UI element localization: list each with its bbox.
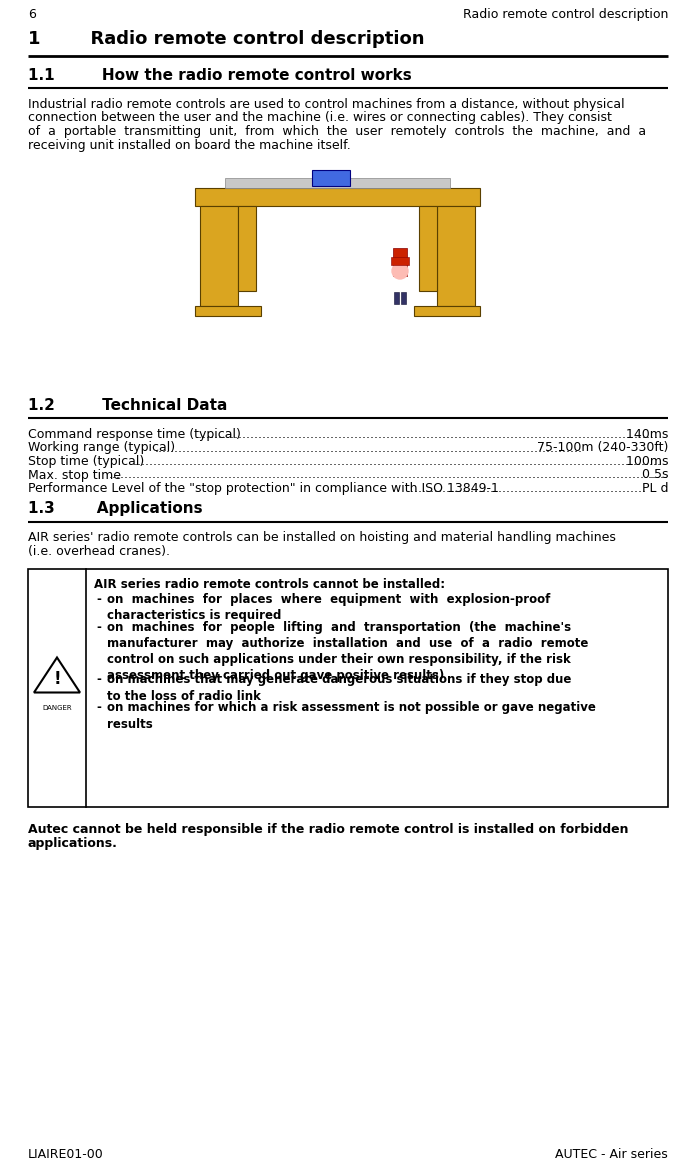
Text: on machines that may generate dangerous situations if they stop due
to the loss : on machines that may generate dangerous … [107,673,571,702]
Text: on  machines  for  people  lifting  and  transportation  (the  machine's
manufac: on machines for people lifting and trans… [107,621,588,682]
Text: on  machines  for  places  where  equipment  with  explosion-proof
characteristi: on machines for places where equipment w… [107,592,551,621]
Text: !: ! [53,671,61,688]
Text: (i.e. overhead cranes).: (i.e. overhead cranes). [28,545,170,558]
Bar [393,248,407,276]
Text: Stop time (typical): Stop time (typical) [28,455,152,468]
Bar [312,170,350,186]
Text: of  a  portable  transmitting  unit,  from  which  the  user  remotely  controls: of a portable transmitting unit, from wh… [28,124,646,138]
Text: 1        Radio remote control description: 1 Radio remote control description [28,30,425,48]
Text: -: - [96,673,101,686]
Text: ................................................................................: ........................................… [134,455,662,468]
Text: LIAIRE01-00: LIAIRE01-00 [28,1148,104,1161]
Text: Command response time (typical): Command response time (typical) [28,428,249,441]
Text: Autec cannot be held responsible if the radio remote control is installed on for: Autec cannot be held responsible if the … [28,822,628,835]
Bar [437,206,475,306]
Bar [28,569,668,806]
Text: 1.2         Technical Data: 1.2 Technical Data [28,398,228,413]
Bar [401,292,406,304]
Text: Radio remote control description: Radio remote control description [463,8,668,21]
Text: DANGER: DANGER [42,705,72,711]
Text: AUTEC - Air series: AUTEC - Air series [555,1148,668,1161]
Text: -: - [96,592,101,606]
Bar [391,257,409,265]
Bar [195,188,480,206]
Text: AIR series' radio remote controls can be installed on hoisting and material hand: AIR series' radio remote controls can be… [28,531,616,544]
Text: receiving unit installed on board the machine itself.: receiving unit installed on board the ma… [28,138,351,151]
Bar [394,292,399,304]
Text: -: - [96,701,101,714]
Text: 1.1         How the radio remote control works: 1.1 How the radio remote control works [28,67,412,83]
Circle shape [392,263,408,279]
Text: Working range (typical): Working range (typical) [28,442,183,455]
Text: ................................................................................: ........................................… [195,428,658,441]
Bar [414,306,480,316]
Bar [195,306,261,316]
Text: 6: 6 [28,8,36,21]
Text: ............................................................: ........................................… [406,481,647,495]
Text: -: - [96,621,101,634]
Bar [238,206,256,291]
Text: AIR series radio remote controls cannot be installed:: AIR series radio remote controls cannot … [94,578,445,592]
Text: 1.3        Applications: 1.3 Applications [28,501,203,516]
Text: ................................................................................: ........................................… [109,469,669,481]
Text: PL d: PL d [633,481,668,495]
Polygon shape [34,657,80,692]
Text: 75-100m (240-330ft): 75-100m (240-330ft) [529,442,668,455]
Bar [225,178,450,188]
Text: Industrial radio remote controls are used to control machines from a distance, w: Industrial radio remote controls are use… [28,98,624,110]
Bar [200,206,238,306]
Text: 0.5s: 0.5s [638,469,668,481]
Text: ................................................................................: ........................................… [155,442,583,455]
Bar [419,206,437,291]
Text: on machines for which a risk assessment is not possible or gave negative
results: on machines for which a risk assessment … [107,701,596,730]
Text: Max. stop time: Max. stop time [28,469,129,481]
Text: applications.: applications. [28,836,118,849]
Text: connection between the user and the machine (i.e. wires or connecting cables). T: connection between the user and the mach… [28,112,612,124]
Text: 100ms: 100ms [622,455,668,468]
Text: Performance Level of the "stop protection" in compliance with ISO 13849-1: Performance Level of the "stop protectio… [28,481,507,495]
Text: 140ms: 140ms [622,428,668,441]
